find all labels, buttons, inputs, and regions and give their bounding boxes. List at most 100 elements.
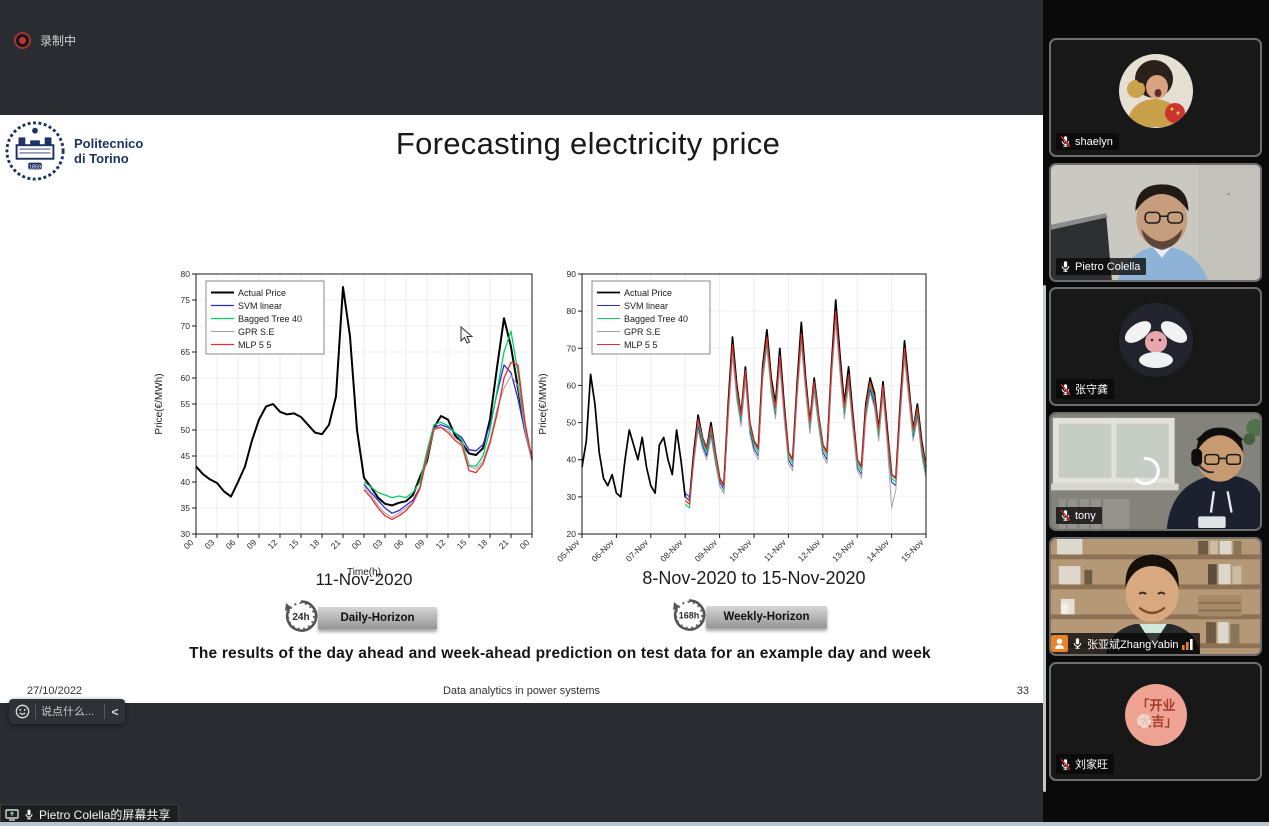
svg-text:15-Nov: 15-Nov xyxy=(899,537,926,564)
divider xyxy=(104,704,105,719)
weekly-forecast-chart: 20 30 40 50 60 70 80 90 05-Nov 06-Nov 07-Nov 08-Nov… xyxy=(538,269,927,564)
svg-text:65: 65 xyxy=(181,347,191,357)
participant-tile[interactable]: shaelyn xyxy=(1049,38,1262,157)
chevron-left-icon[interactable]: < xyxy=(111,704,119,719)
svg-text:40: 40 xyxy=(181,477,191,487)
presentation-slide: 1859 Politecnico di Torino Forecasting e… xyxy=(0,115,1043,703)
svg-text:75: 75 xyxy=(181,295,191,305)
svg-text:03: 03 xyxy=(203,537,217,551)
footer-course-title: Data analytics in power systems xyxy=(442,685,601,697)
slide-caption: The results of the day ahead and week-ah… xyxy=(189,645,931,662)
svg-text:21: 21 xyxy=(329,537,343,551)
svg-text:Bagged Tree 40: Bagged Tree 40 xyxy=(624,314,688,324)
svg-text:24h: 24h xyxy=(292,612,309,623)
window-bottom-edge xyxy=(0,822,1269,826)
name-badge: 张守龚 xyxy=(1056,379,1114,399)
svg-text:SVM linear: SVM linear xyxy=(238,301,282,311)
mic-on-icon xyxy=(1073,638,1082,649)
svg-text:55: 55 xyxy=(181,399,191,409)
weekly-chart-date-label: 8-Nov-2020 to 15-Nov-2020 xyxy=(642,568,866,588)
divider xyxy=(35,704,36,719)
svg-text:50: 50 xyxy=(567,418,577,428)
svg-text:18: 18 xyxy=(308,537,322,551)
recording-indicator: 录制中 xyxy=(14,32,76,49)
svg-text:15: 15 xyxy=(287,537,301,551)
svg-text:GPR S.E: GPR S.E xyxy=(624,327,661,337)
svg-text:GPR S.E: GPR S.E xyxy=(238,327,275,337)
name-badge: Pietro Colella xyxy=(1056,258,1147,275)
svg-text:70: 70 xyxy=(567,343,577,353)
mic-on-icon xyxy=(1061,261,1070,272)
svg-text:MLP 5 5: MLP 5 5 xyxy=(624,340,657,350)
name-badge: shaelyn xyxy=(1056,133,1119,150)
svg-text:09-Nov: 09-Nov xyxy=(693,537,720,564)
svg-text:Price(€/MWh): Price(€/MWh) xyxy=(538,373,549,434)
mic-muted-icon xyxy=(1060,758,1071,770)
name-badge: 刘家旺 xyxy=(1056,754,1114,774)
slide-title: Forecasting electricity price xyxy=(395,126,781,161)
clock-24h-icon: 24h xyxy=(285,600,318,632)
svg-text:05-Nov: 05-Nov xyxy=(555,537,582,564)
participants-sidebar: shaelyn xyxy=(1043,0,1269,826)
svg-text:10-Nov: 10-Nov xyxy=(727,537,754,564)
name-badge: 张亚斌ZhangYabin xyxy=(1051,633,1200,654)
svg-text:06-Nov: 06-Nov xyxy=(589,537,616,564)
svg-text:12: 12 xyxy=(266,537,280,551)
loading-spinner-icon xyxy=(1134,456,1160,486)
weekly-horizon-badge: Weekly-Horizon xyxy=(706,606,827,628)
svg-text:09: 09 xyxy=(245,537,259,551)
svg-text:14-Nov: 14-Nov xyxy=(865,537,892,564)
signal-bars-icon xyxy=(1181,638,1193,650)
svg-text:00: 00 xyxy=(518,537,532,551)
svg-text:35: 35 xyxy=(181,503,191,513)
chat-input[interactable] xyxy=(36,705,104,718)
svg-text:60: 60 xyxy=(567,380,577,390)
svg-text:30: 30 xyxy=(181,529,191,539)
recording-dot-icon xyxy=(14,32,31,49)
svg-text:00: 00 xyxy=(350,537,364,551)
recording-label: 录制中 xyxy=(40,34,77,48)
mic-muted-icon xyxy=(1060,135,1071,147)
svg-text:Actual Price: Actual Price xyxy=(624,288,672,298)
participant-tile[interactable]: 张守龚 xyxy=(1049,287,1262,406)
svg-text:40: 40 xyxy=(567,455,577,465)
clock-168h-icon: 168h xyxy=(673,599,706,631)
svg-text:80: 80 xyxy=(181,269,191,279)
participant-tile[interactable]: 「开业 大吉」 刘家旺 xyxy=(1049,662,1262,781)
svg-text:「开业: 「开业 xyxy=(1136,698,1175,713)
participant-tile[interactable]: Pietro Colella xyxy=(1049,163,1262,282)
svg-text:45: 45 xyxy=(181,451,191,461)
host-badge-icon xyxy=(1051,635,1068,652)
logo-emblem-icon: 1859 xyxy=(5,121,65,181)
sidebar-scrollbar[interactable] xyxy=(1043,285,1046,792)
politecnico-logo: 1859 Politecnico di Torino xyxy=(4,120,143,182)
mic-icon xyxy=(25,809,33,820)
chat-pill[interactable]: < xyxy=(9,699,125,724)
svg-text:15: 15 xyxy=(455,537,469,551)
svg-text:11-Nov: 11-Nov xyxy=(762,537,789,564)
footer-date: 27/10/2022 xyxy=(27,685,83,697)
svg-text:Bagged Tree 40: Bagged Tree 40 xyxy=(238,314,302,324)
svg-text:06: 06 xyxy=(392,537,406,551)
daily-forecast-chart: 30 35 40 45 50 55 60 65 70 75 80 00 03 06 09 12 15 18 21 00… xyxy=(154,269,533,578)
footer-page-number: 33 xyxy=(1016,685,1029,697)
svg-text:70: 70 xyxy=(181,321,191,331)
svg-text:21: 21 xyxy=(497,537,511,551)
emoji-icon[interactable] xyxy=(9,704,35,719)
svg-text:30: 30 xyxy=(567,492,577,502)
svg-text:12: 12 xyxy=(434,537,448,551)
svg-text:03: 03 xyxy=(371,537,385,551)
avatar: 「开业 大吉」 xyxy=(1124,683,1187,746)
svg-text:1859: 1859 xyxy=(29,164,41,170)
avatar xyxy=(1118,302,1193,377)
svg-text:07-Nov: 07-Nov xyxy=(624,537,651,564)
svg-text:50: 50 xyxy=(181,425,191,435)
svg-text:18: 18 xyxy=(476,537,490,551)
logo-text: Politecnico di Torino xyxy=(74,136,144,166)
screen-share-icon xyxy=(5,808,19,821)
participant-tile[interactable]: 张亚斌ZhangYabin xyxy=(1049,537,1262,656)
participant-video xyxy=(1051,165,1260,280)
svg-text:09: 09 xyxy=(413,537,427,551)
participant-tile[interactable]: tony xyxy=(1049,412,1262,531)
